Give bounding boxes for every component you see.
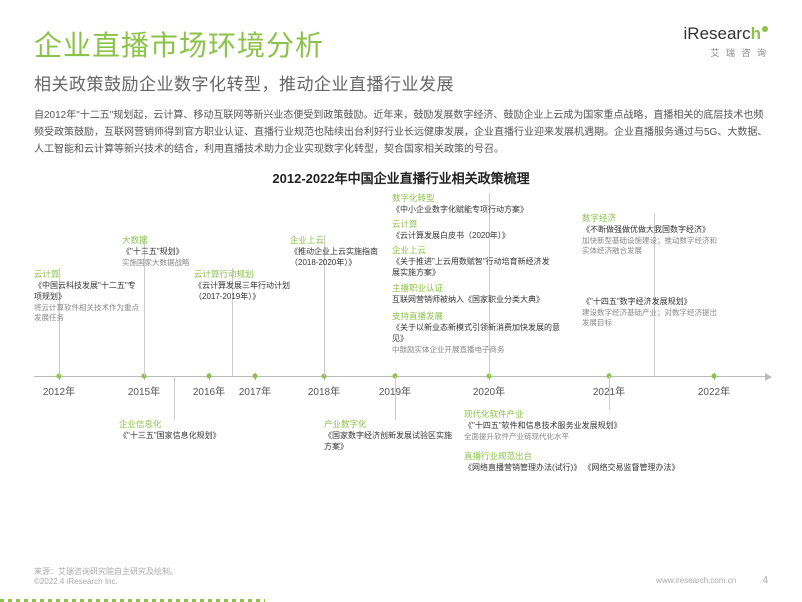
year-label: 2020年 bbox=[473, 383, 505, 398]
copyright-text: ©2022.4 iResearch Inc. bbox=[34, 577, 178, 586]
policy-node: 云计算《云计算发展白皮书（2020年）》 bbox=[392, 219, 547, 242]
policy-doc: 《"十四五"软件和信息技术服务业发展规划》 bbox=[464, 421, 684, 432]
year-label: 2012年 bbox=[43, 383, 75, 398]
policy-doc: 《关于推进"上云用数赋智"行动培育新经济发展实施方案》 bbox=[392, 257, 557, 279]
policy-tag: 数字经济 bbox=[582, 213, 722, 224]
policy-doc: 《"十三五"国家信息化规划》 bbox=[119, 431, 239, 442]
policy-doc: 《关于以新业态新模式引领新消费加快发展的意见》 bbox=[392, 323, 567, 345]
policy-tag: 云计算行动规划 bbox=[194, 269, 309, 280]
year-label: 2015年 bbox=[128, 383, 160, 398]
slide-page: 企业直播市场环境分析 相关政策鼓励企业数字化转型，推动企业直播行业发展 iRes… bbox=[0, 0, 802, 602]
policy-doc: 《云计算发展白皮书（2020年）》 bbox=[392, 231, 547, 242]
policy-doc: 《中国云科技发展"十二五"专项规划》 bbox=[34, 281, 139, 303]
policy-tag: 主播职业认证 bbox=[392, 283, 557, 294]
policy-node: 大数据《"十三五"规划》实施国家大数据战略 bbox=[122, 235, 217, 268]
policy-tag: 产业数字化 bbox=[324, 419, 454, 430]
main-title: 企业直播市场环境分析 bbox=[34, 24, 684, 64]
policy-node: 数字化转型《中小企业数字化赋能专项行动方案》 bbox=[392, 193, 547, 216]
title-block: 企业直播市场环境分析 相关政策鼓励企业数字化转型，推动企业直播行业发展 bbox=[34, 24, 684, 95]
policy-node: 云计算《中国云科技发展"十二五"专项规划》将云计算软件相关技术作为重点发展任务 bbox=[34, 269, 139, 323]
year-label: 2016年 bbox=[193, 383, 225, 398]
footer: 来源：艾瑞咨询研究院自主研究及绘制。 ©2022.4 iResearch Inc… bbox=[34, 566, 768, 586]
url-text: www.iresearch.com.cn bbox=[656, 576, 736, 585]
policy-doc: 互联网营销师被纳入《国家职业分类大典》 bbox=[392, 295, 557, 306]
policy-tag: 数字化转型 bbox=[392, 193, 547, 204]
intro-paragraph: 自2012年"十二五"规划起，云计算、移动互联网等新兴业态便受到政策鼓励。近年来… bbox=[34, 107, 768, 158]
policy-desc: 加快新型基础设施建设；推动数字经济和实体经济融合发展 bbox=[582, 236, 722, 256]
policy-doc: 《"十三五"规划》 bbox=[122, 247, 217, 258]
timeline-diagram: 2012年2015年2016年2017年2018年2019年2020年2021年… bbox=[34, 193, 768, 503]
connector-line bbox=[174, 376, 175, 420]
policy-node: 产业数字化《国家数字经济创新发展试验区实施方案》 bbox=[324, 419, 454, 453]
policy-tag: 企业上云 bbox=[290, 235, 400, 246]
logo-subtext: 艾 瑞 咨 询 bbox=[684, 46, 768, 59]
year-dot-icon bbox=[207, 374, 212, 379]
header: 企业直播市场环境分析 相关政策鼓励企业数字化转型，推动企业直播行业发展 iRes… bbox=[34, 24, 768, 95]
year-dot-icon bbox=[253, 374, 258, 379]
policy-tag: 云计算 bbox=[392, 219, 547, 230]
policy-tag: 支持直播发展 bbox=[392, 311, 567, 322]
policy-node: 云计算行动规划《云计算发展三年行动计划（2017-2019年）》 bbox=[194, 269, 309, 303]
connector-line bbox=[609, 376, 610, 410]
policy-node: 企业信息化《"十三五"国家信息化规划》 bbox=[119, 419, 239, 442]
policy-tag: 大数据 bbox=[122, 235, 217, 246]
policy-desc: 建设数字经济基础产业；对数字经济提出发展目标 bbox=[582, 308, 722, 328]
policy-desc: 实施国家大数据战略 bbox=[122, 258, 217, 268]
policy-desc: 中鼓励实体企业开展直播电子商务 bbox=[392, 345, 567, 355]
policy-doc: 《网络直播营销管理办法(试行)》 《网络交易监督管理办法》 bbox=[464, 463, 684, 474]
policy-node: 企业上云《推动企业上云实施指南（2018-2020年）》 bbox=[290, 235, 400, 269]
year-label: 2022年 bbox=[698, 383, 730, 398]
policy-tag: 现代化软件产业 bbox=[464, 409, 684, 420]
year-dot-icon bbox=[712, 374, 717, 379]
policy-desc: 将云计算软件相关技术作为重点发展任务 bbox=[34, 303, 139, 323]
page-number: 4 bbox=[762, 575, 768, 586]
policy-doc: 《推动企业上云实施指南（2018-2020年）》 bbox=[290, 247, 400, 269]
year-label: 2017年 bbox=[239, 383, 271, 398]
sub-title: 相关政策鼓励企业数字化转型，推动企业直播行业发展 bbox=[34, 70, 684, 95]
logo-dot-icon bbox=[762, 26, 768, 32]
footer-left: 来源：艾瑞咨询研究院自主研究及绘制。 ©2022.4 iResearch Inc… bbox=[34, 566, 178, 586]
policy-doc: 《云计算发展三年行动计划（2017-2019年）》 bbox=[194, 281, 309, 303]
policy-node: 数字经济《不断做强做优做大我国数字经济》加快新型基础设施建设；推动数字经济和实体… bbox=[582, 213, 722, 257]
policy-doc: 《不断做强做优做大我国数字经济》 bbox=[582, 225, 722, 236]
policy-doc: 《"十四五"数字经济发展规划》 bbox=[582, 297, 722, 308]
policy-node: 直播行业规范出台《网络直播营销管理办法(试行)》 《网络交易监督管理办法》 bbox=[464, 451, 684, 474]
timeline-title: 2012-2022年中国企业直播行业相关政策梳理 bbox=[34, 168, 768, 187]
year-label: 2018年 bbox=[308, 383, 340, 398]
policy-doc: 《中小企业数字化赋能专项行动方案》 bbox=[392, 205, 547, 216]
policy-tag: 云计算 bbox=[34, 269, 139, 280]
policy-node: 企业上云《关于推进"上云用数赋智"行动培育新经济发展实施方案》 bbox=[392, 245, 557, 279]
policy-tag: 企业上云 bbox=[392, 245, 557, 256]
policy-tag: 直播行业规范出台 bbox=[464, 451, 684, 462]
logo-text: iResearch bbox=[684, 24, 768, 44]
footer-right: www.iresearch.com.cn 4 bbox=[656, 575, 768, 586]
policy-desc: 全面提升软件产业链现代化水平 bbox=[464, 432, 684, 442]
policy-tag: 企业信息化 bbox=[119, 419, 239, 430]
policy-node: 现代化软件产业《"十四五"软件和信息技术服务业发展规划》全面提升软件产业链现代化… bbox=[464, 409, 684, 442]
source-text: 来源：艾瑞咨询研究院自主研究及绘制。 bbox=[34, 566, 178, 577]
logo: iResearch 艾 瑞 咨 询 bbox=[684, 24, 768, 59]
policy-doc: 《国家数字经济创新发展试验区实施方案》 bbox=[324, 431, 454, 453]
arrow-right-icon bbox=[765, 373, 772, 381]
connector-line bbox=[395, 376, 396, 420]
policy-node: 支持直播发展《关于以新业态新模式引领新消费加快发展的意见》中鼓励实体企业开展直播… bbox=[392, 311, 567, 355]
policy-node: 主播职业认证互联网营销师被纳入《国家职业分类大典》 bbox=[392, 283, 557, 306]
policy-node: 《"十四五"数字经济发展规划》建设数字经济基础产业；对数字经济提出发展目标 bbox=[582, 297, 722, 328]
